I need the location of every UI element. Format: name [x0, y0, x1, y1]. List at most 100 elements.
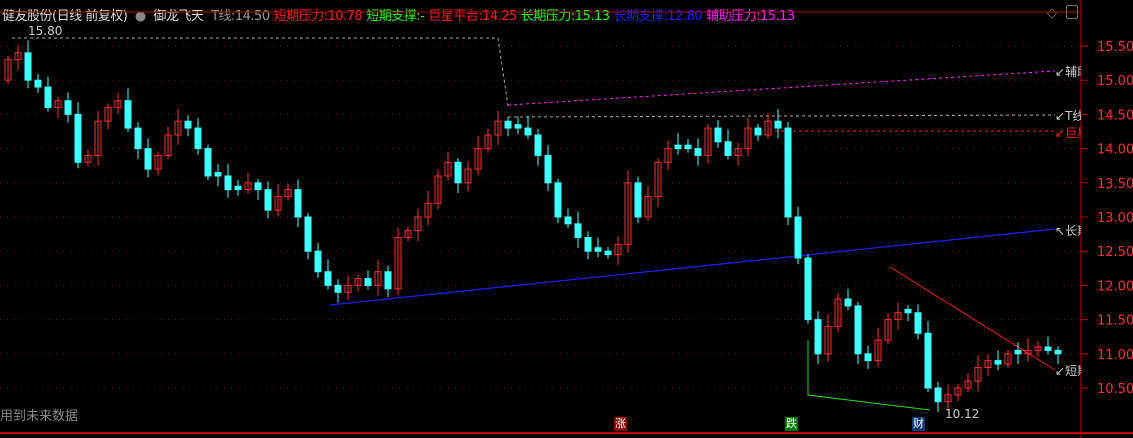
candle-body [584, 237, 592, 252]
indicator-toggle-icon[interactable]: ● [134, 9, 146, 24]
candle-body [754, 127, 762, 136]
header-item: 短期压力:10.78 [273, 9, 363, 24]
candle-body [134, 127, 142, 150]
candle-body [244, 182, 252, 191]
candle-body [824, 325, 832, 355]
axis-tick-label: 14.50 [1097, 108, 1133, 123]
candle-body [534, 134, 542, 156]
candle-body [684, 144, 692, 150]
candle-body [904, 308, 912, 314]
candle-body [264, 189, 272, 211]
candle-body [314, 250, 322, 273]
candle-body [74, 113, 82, 163]
candle-body [814, 319, 822, 355]
candle-body [714, 127, 722, 143]
marker-finance[interactable]: 财 [912, 417, 925, 431]
candle-body [444, 161, 452, 177]
header-item: 巨星平台:14.25 [428, 9, 517, 24]
candle-body [24, 52, 32, 81]
candle-body [284, 189, 292, 197]
candle-body [4, 59, 12, 81]
candle-body [964, 380, 972, 389]
indicator-name[interactable]: 御龙飞天 [153, 9, 204, 24]
candle-body [224, 175, 232, 191]
candle-body [124, 100, 132, 129]
candle-body [1004, 353, 1012, 365]
line-labels: ↙辅助压力 ↙T线 ↙巨星平台 ↖长期支撑 ↙短期压力 [1055, 0, 1081, 438]
candle-body [514, 124, 522, 129]
candle-body [384, 271, 392, 290]
candle-body [374, 271, 382, 286]
candle-body [1044, 346, 1052, 351]
candle-body [324, 271, 332, 286]
candle-body [934, 387, 942, 403]
candle-body [574, 223, 582, 239]
marker-rise[interactable]: 涨 [614, 417, 627, 431]
candle-body [784, 127, 792, 218]
candle-body [104, 107, 112, 122]
candle-body [624, 182, 632, 245]
axis-tick-label: 12.50 [1097, 245, 1133, 260]
candle-body [984, 360, 992, 368]
candle-body [1054, 349, 1062, 355]
candle-body [14, 52, 22, 61]
candle-body [114, 100, 122, 109]
candle-body [614, 243, 622, 256]
candle-body [524, 127, 532, 136]
candle-body [54, 100, 62, 109]
low-price-label: 10.12 [945, 407, 980, 421]
candle-body [44, 86, 52, 109]
candle-body [564, 216, 572, 225]
candle-body [834, 298, 842, 327]
candle-body [794, 216, 802, 259]
candle-body [894, 312, 902, 321]
high-connector-line [12, 37, 509, 107]
candle-body [294, 189, 302, 218]
candle-body [174, 120, 182, 136]
candle-body [604, 250, 612, 256]
candle-body [304, 216, 312, 252]
candle-body [274, 195, 282, 211]
short-support-line [807, 340, 931, 411]
candle-body [694, 148, 702, 156]
candle-body [214, 172, 222, 177]
label-long-support: 长期支撑 [1065, 224, 1081, 238]
stock-title: 健友股份(日线 前复权) [2, 9, 128, 24]
candle-body [644, 195, 652, 218]
candle-body [874, 339, 882, 362]
long-support-line [329, 228, 1056, 306]
axis-tick-label: 12.00 [1097, 279, 1133, 294]
diamond-icon[interactable]: ◇ [1047, 6, 1057, 21]
candle-body [724, 141, 732, 156]
axis-tick-label: 13.00 [1097, 211, 1133, 226]
candle-body [974, 366, 982, 382]
marker-fall[interactable]: 跌 [785, 417, 798, 431]
label-star-platform: 巨星平台 [1065, 126, 1081, 140]
candle-body [884, 319, 892, 341]
candle-body [424, 202, 432, 218]
header-item: 长期支撑:12.80 [613, 9, 703, 24]
t-line [507, 114, 1056, 118]
candle-body [804, 257, 812, 321]
header-item: 短期支撑:- [366, 9, 425, 24]
candle-body [1014, 349, 1022, 355]
candle-body [64, 100, 72, 115]
candle-body [464, 168, 472, 184]
candle-body [494, 120, 502, 136]
candle-body [504, 120, 512, 129]
candle-body [474, 148, 482, 170]
candle-body [654, 161, 662, 197]
candle-body [854, 305, 862, 355]
candle-body [404, 230, 412, 239]
candle-body [594, 247, 602, 252]
axis-tick-label: 10.50 [1097, 382, 1133, 397]
axis-tick-label: 15.50 [1097, 40, 1133, 55]
candle-body [254, 182, 262, 191]
candle-body [354, 278, 362, 286]
candle-body [154, 154, 162, 170]
candle-body [394, 237, 402, 290]
candle-body [34, 79, 42, 88]
candle-body [484, 134, 492, 150]
candle-body [164, 134, 172, 156]
